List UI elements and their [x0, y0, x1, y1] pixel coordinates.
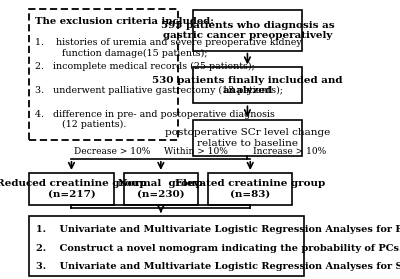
FancyBboxPatch shape [29, 173, 114, 205]
Text: 2.   incomplete medical records (25 patients);: 2. incomplete medical records (25 patien… [36, 62, 255, 71]
Text: Decrease > 10%: Decrease > 10% [74, 146, 151, 156]
Text: 595 patients who diagnosis as
gastric cancer preoperatively: 595 patients who diagnosis as gastric ca… [161, 21, 334, 40]
Text: Increase > 10%: Increase > 10% [253, 146, 326, 156]
Text: Normal  group
(n=230): Normal group (n=230) [118, 179, 203, 198]
Text: 1.    histories of uremia and severe preoperative kidney
         function damag: 1. histories of uremia and severe preope… [36, 38, 302, 58]
Text: The exclusion criteria included:: The exclusion criteria included: [36, 17, 214, 26]
FancyBboxPatch shape [124, 173, 198, 205]
Text: 1.    Univariate and Multivariate Logistic Regression Analyses for PCs.: 1. Univariate and Multivariate Logistic … [36, 225, 400, 234]
FancyBboxPatch shape [29, 216, 304, 276]
Text: 3.   underwent palliative gastrectomy (13 patients);: 3. underwent palliative gastrectomy (13 … [36, 86, 284, 95]
Text: Within > 10%: Within > 10% [164, 146, 228, 156]
Text: Elevated creatinine group
(n=83): Elevated creatinine group (n=83) [175, 179, 325, 198]
Text: 530 patients finally included and
analyzed: 530 patients finally included and analyz… [152, 76, 343, 95]
FancyBboxPatch shape [192, 120, 302, 156]
Text: 2.    Construct a novel nomogram indicating the probability of PCs.: 2. Construct a novel nomogram indicating… [36, 244, 400, 252]
FancyBboxPatch shape [208, 173, 292, 205]
FancyBboxPatch shape [192, 10, 302, 51]
Text: Reduced creatinine group
(n=217): Reduced creatinine group (n=217) [0, 179, 147, 198]
Text: 3.    Univariate and Multivariate Logistic Regression Analyses for SPCs.: 3. Univariate and Multivariate Logistic … [36, 263, 400, 271]
Text: postoperative SCr level change
relative to baseline: postoperative SCr level change relative … [165, 128, 330, 148]
FancyBboxPatch shape [29, 9, 178, 140]
FancyBboxPatch shape [192, 67, 302, 104]
Text: 4.   difference in pre- and postoperative diagnosis
         (12 patients).: 4. difference in pre- and postoperative … [36, 110, 275, 129]
